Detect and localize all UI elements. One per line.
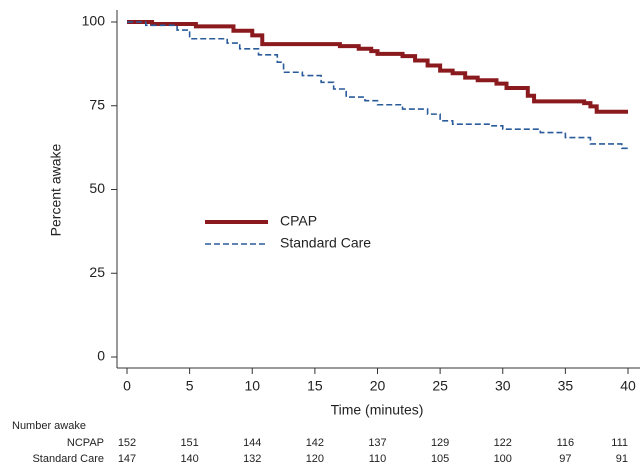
risk-value: 91	[616, 453, 628, 465]
risk-value: 116	[557, 437, 575, 449]
survival-line	[127, 20, 628, 114]
risk-value: 111	[611, 437, 628, 449]
x-tick-label: 15	[307, 378, 323, 394]
x-tick-label: 20	[370, 378, 386, 394]
x-tick-label: 25	[432, 378, 448, 394]
risk-value: 144	[243, 437, 261, 449]
risk-table-title: Number awake	[12, 420, 86, 432]
risk-value: 152	[118, 437, 136, 449]
y-tick-label: 25	[89, 264, 105, 280]
y-tick-label: 0	[97, 348, 105, 364]
risk-row-label: Standard Care	[32, 453, 104, 465]
x-tick-label: 0	[123, 378, 131, 394]
survival-line	[127, 21, 629, 150]
risk-value: 151	[180, 437, 198, 449]
y-tick-label: 50	[89, 180, 105, 196]
legend-label: CPAP	[280, 213, 317, 229]
x-tick-label: 10	[244, 378, 260, 394]
x-tick-label: 30	[495, 378, 511, 394]
y-tick-label: 100	[82, 13, 106, 29]
x-axis-label: Time (minutes)	[331, 402, 424, 418]
risk-value: 129	[431, 437, 449, 449]
risk-value: 122	[494, 437, 512, 449]
risk-value: 120	[306, 453, 324, 465]
risk-value: 100	[494, 453, 512, 465]
risk-value: 105	[431, 453, 449, 465]
risk-value: 137	[368, 437, 386, 449]
risk-value: 140	[180, 453, 198, 465]
y-tick-label: 75	[89, 96, 105, 112]
x-tick-label: 40	[620, 378, 636, 394]
risk-value: 147	[118, 453, 136, 465]
y-axis-label: Percent awake	[48, 143, 64, 236]
x-tick-label: 35	[558, 378, 574, 394]
risk-value: 97	[559, 453, 571, 465]
risk-row-label: NCPAP	[67, 437, 104, 449]
risk-value: 110	[369, 453, 387, 465]
legend-label: Standard Care	[280, 235, 371, 251]
risk-value: 142	[306, 437, 324, 449]
x-tick-label: 5	[186, 378, 194, 394]
risk-value: 132	[243, 453, 261, 465]
